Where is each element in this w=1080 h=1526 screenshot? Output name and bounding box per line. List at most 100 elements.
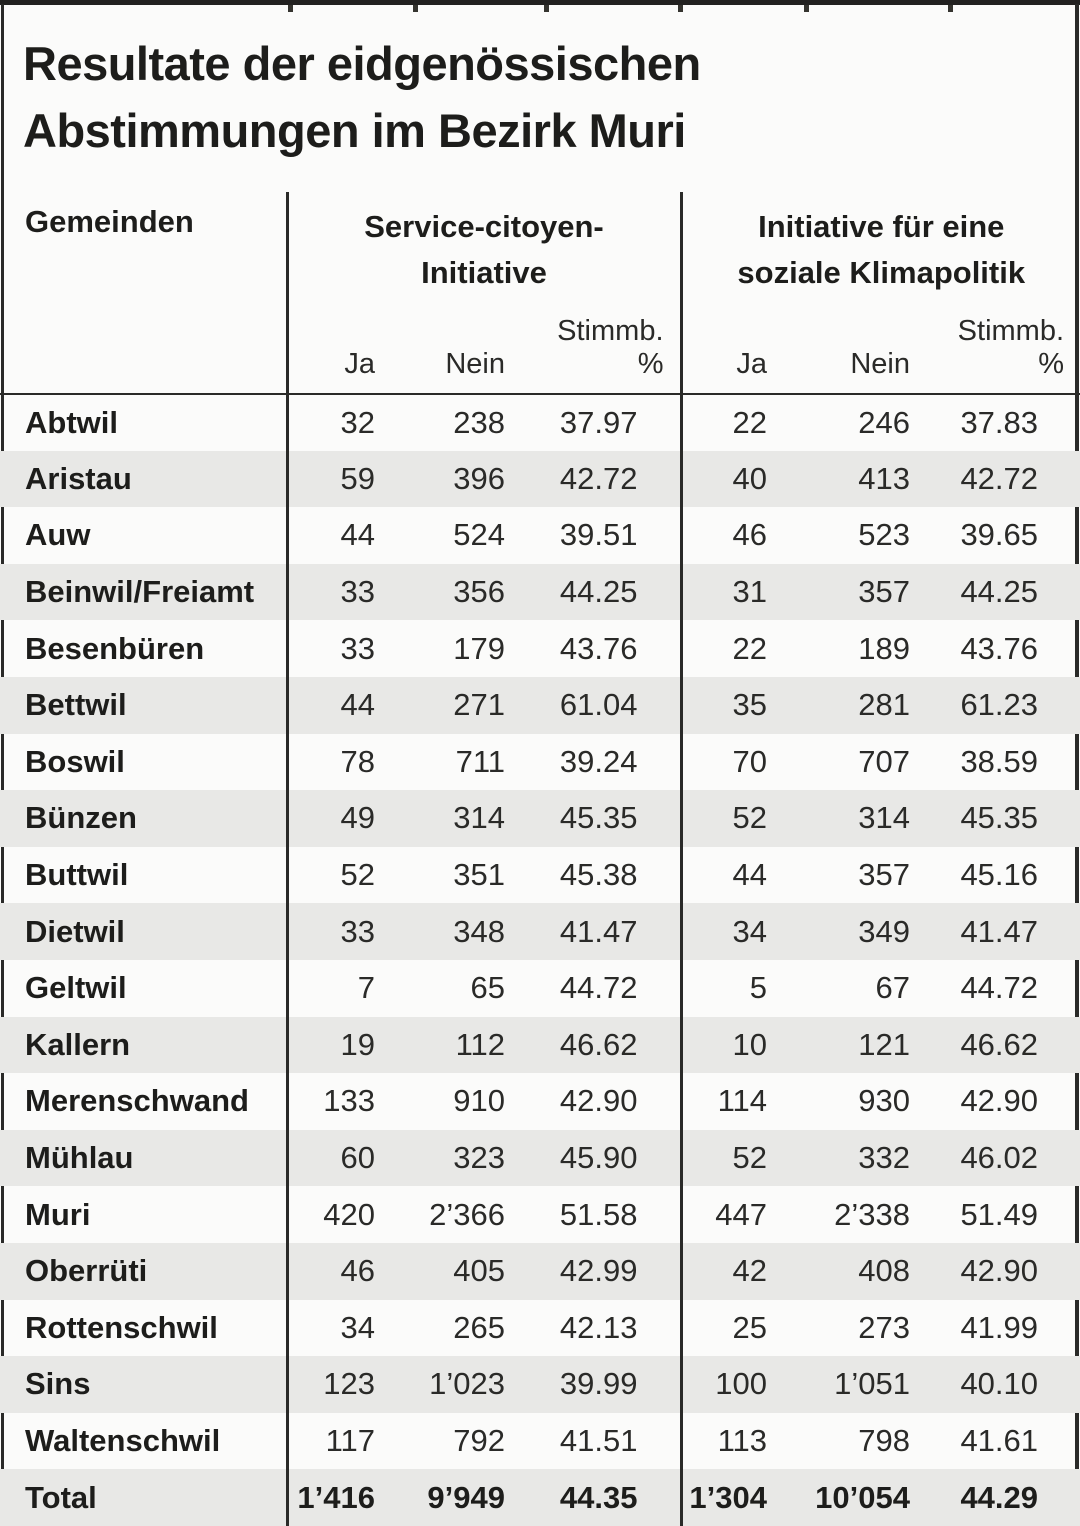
value-ja-2: 22 [679, 394, 809, 451]
value-stimmb-1: 41.51 [559, 1422, 638, 1458]
table-row: Auw 44 524 39.51 46 523 39.65 [0, 507, 1080, 564]
column-rule-remnant [288, 5, 293, 12]
value-stimmb-1: 44.72 [559, 970, 638, 1006]
value-stimmb-2: 44.29 [960, 1479, 1039, 1515]
value-stimmb-1: 44.35 [559, 1479, 638, 1515]
group-header-row: Gemeinden Service-citoyen- Initiative Ini… [0, 192, 1080, 315]
value-stimmb-2: 44.72 [960, 970, 1039, 1006]
value-stimmb-2: 41.47 [960, 913, 1039, 949]
value-ja-2: 44 [679, 846, 809, 904]
group1-title-line2: Initiative [421, 255, 547, 290]
value-nein-2: 273 [858, 1309, 910, 1345]
page-title: Resultate der eidgenössischen Abstimmunge… [23, 30, 701, 164]
gemeinde-name: Merenschwand [25, 1083, 249, 1119]
left-border-rule [1, 4, 4, 1515]
value-nein-2: 349 [858, 913, 910, 949]
sub-header-ja-2: Ja [679, 315, 809, 395]
value-ja-2: 40 [679, 450, 809, 508]
gemeinde-name: Rottenschwil [25, 1309, 218, 1345]
column-rule-remnant [948, 5, 953, 12]
value-ja-1: 60 [285, 1129, 417, 1187]
value-nein-1: 238 [453, 404, 505, 440]
value-ja-2: 113 [679, 1412, 809, 1470]
table-row: Mühlau 60 323 45.90 52 332 46.02 [0, 1129, 1080, 1187]
value-stimmb-1: 37.97 [559, 404, 638, 440]
top-border-rule [0, 0, 1080, 12]
value-nein-2: 67 [875, 970, 910, 1006]
value-nein-2: 246 [858, 404, 910, 440]
value-nein-2: 413 [858, 460, 910, 496]
value-stimmb-2: 38.59 [960, 743, 1039, 779]
group2-title-line1: Initiative für eine [758, 209, 1005, 244]
value-ja-2: 31 [679, 563, 809, 621]
gemeinde-name: Total [25, 1479, 97, 1515]
value-stimmb-1: 43.76 [559, 630, 638, 666]
gemeinde-name: Mühlau [25, 1140, 134, 1176]
value-ja-1: 7 [285, 959, 417, 1017]
value-ja-1: 32 [285, 394, 417, 451]
value-nein-1: 351 [453, 857, 505, 893]
results-table-body: Abtwil 32 238 37.97 22 246 37.83 Aristau… [0, 394, 1080, 1526]
table-row: Abtwil 32 238 37.97 22 246 37.83 [0, 394, 1080, 451]
value-nein-1: 271 [453, 687, 505, 723]
value-stimmb-1: 42.13 [559, 1309, 638, 1345]
value-ja-2: 25 [679, 1299, 809, 1357]
value-ja-2: 52 [679, 1129, 809, 1187]
value-stimmb-1: 45.38 [559, 857, 638, 893]
value-stimmb-2: 42.90 [960, 1083, 1039, 1119]
results-table-header: Gemeinden Service-citoyen- Initiative Ini… [0, 192, 1080, 395]
value-ja-2: 42 [679, 1242, 809, 1300]
gemeinde-name: Beinwil/Freiamt [25, 574, 255, 610]
value-ja-1: 44 [285, 676, 417, 734]
value-nein-1: 65 [470, 970, 505, 1006]
value-nein-2: 2’338 [834, 1196, 910, 1232]
page-title-line2: Abstimmungen im Bezirk Muri [23, 104, 686, 157]
value-stimmb-2: 42.90 [960, 1253, 1039, 1289]
value-nein-1: 314 [453, 800, 505, 836]
value-nein-1: 792 [453, 1422, 505, 1458]
value-ja-1: 59 [285, 450, 417, 508]
right-border-rule [1075, 4, 1079, 1515]
value-nein-1: 524 [453, 517, 505, 553]
gemeinde-name: Bünzen [25, 800, 137, 836]
table-row: Bettwil 44 271 61.04 35 281 61.23 [0, 676, 1080, 734]
table-row: Merenschwand 133 910 42.90 114 930 42.90 [0, 1073, 1080, 1130]
value-nein-2: 314 [858, 800, 910, 836]
column-header-gemeinden: Gemeinden [25, 204, 194, 239]
value-nein-2: 357 [858, 857, 910, 893]
value-ja-2: 447 [679, 1186, 809, 1243]
sub-header-stimmb-2: Stimmb. % [952, 315, 1080, 395]
table-row: Waltenschwil 117 792 41.51 113 798 41.61 [0, 1412, 1080, 1470]
table-row: Rottenschwil 34 265 42.13 25 273 41.99 [0, 1299, 1080, 1357]
value-nein-2: 798 [858, 1422, 910, 1458]
value-ja-1: 33 [285, 620, 417, 677]
sub-header-row: Ja Nein Stimmb. % Ja Nein Stimmb. % [0, 315, 1080, 395]
value-stimmb-1: 45.35 [559, 800, 638, 836]
value-ja-2: 35 [679, 676, 809, 734]
value-ja-1: 19 [285, 1016, 417, 1074]
value-nein-1: 112 [455, 1026, 505, 1062]
value-stimmb-1: 45.90 [559, 1140, 638, 1176]
value-ja-1: 117 [285, 1412, 417, 1470]
value-ja-2: 46 [679, 507, 809, 564]
value-ja-2: 5 [679, 959, 809, 1017]
gemeinde-name: Waltenschwil [25, 1422, 221, 1458]
value-ja-2: 70 [679, 733, 809, 791]
table-row: Kallern 19 112 46.62 10 121 46.62 [0, 1016, 1080, 1074]
value-nein-1: 711 [455, 743, 505, 779]
value-nein-1: 910 [453, 1083, 505, 1119]
value-ja-1: 34 [285, 1299, 417, 1357]
value-ja-2: 114 [679, 1073, 809, 1130]
value-nein-1: 348 [453, 913, 505, 949]
results-table: Gemeinden Service-citoyen- Initiative Ini… [0, 192, 1080, 1526]
table-row: Sins 123 1’023 39.99 100 1’051 40.10 [0, 1356, 1080, 1413]
table-row: Geltwil 7 65 44.72 5 67 44.72 [0, 959, 1080, 1017]
value-stimmb-2: 46.02 [960, 1140, 1039, 1176]
column-group-klimapolitik: Initiative für eine soziale Klimapolitik [679, 192, 1080, 315]
value-nein-1: 356 [453, 574, 505, 610]
value-nein-2: 10’054 [815, 1479, 910, 1515]
value-ja-1: 46 [285, 1242, 417, 1300]
value-nein-1: 9’949 [427, 1479, 505, 1515]
table-row: Muri 420 2’366 51.58 447 2’338 51.49 [0, 1186, 1080, 1243]
value-ja-1: 52 [285, 846, 417, 904]
